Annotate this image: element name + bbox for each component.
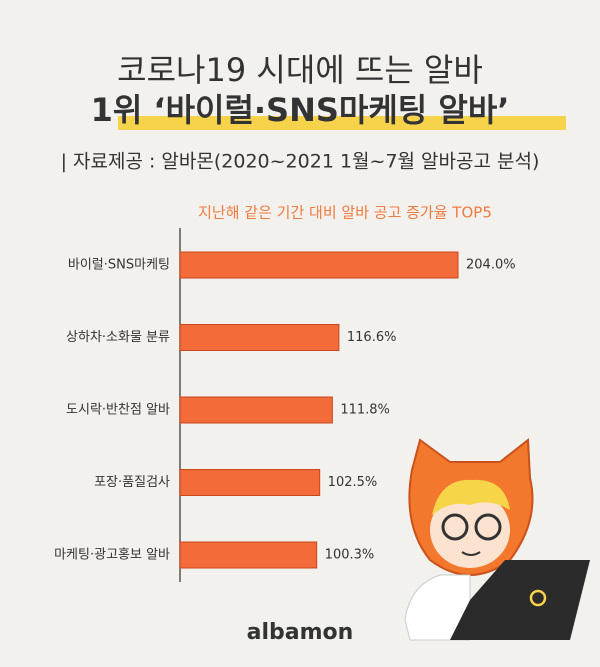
category-label: 바이럴·SNS마케팅 (68, 258, 170, 273)
bar (179, 251, 459, 279)
subtitle: 1위 ‘바이럴·SNS마케팅 알바’ (91, 91, 510, 129)
bar (179, 469, 321, 496)
category-label: 마케팅·광고홍보 알바 (54, 548, 170, 563)
glasses-right (474, 513, 502, 541)
category-label: 포장·품질검사 (94, 475, 170, 490)
highlight (118, 116, 566, 130)
bar (179, 396, 333, 424)
glasses-left (441, 513, 469, 541)
value-label: 204.0% (466, 258, 516, 273)
category-label: 도시락·반찬점 알바 (66, 403, 170, 418)
mascot (404, 438, 590, 641)
laptop-logo (529, 589, 547, 607)
bar (179, 324, 340, 351)
category-label: 상하차·소화물 분류 (66, 330, 170, 345)
mascot-face (430, 492, 510, 568)
source: | 자료제공 : 알바몬(2020~2021 1월~7월 알바공고 분석) (61, 151, 540, 173)
title: 코로나19 시대에 뜨는 알바 (117, 51, 483, 89)
mascot-hair (432, 479, 510, 515)
value-label: 116.6% (347, 330, 397, 345)
brand-logo: albamon (247, 620, 354, 645)
value-label: 111.8% (340, 403, 390, 418)
value-label: 100.3% (325, 548, 375, 563)
laptop (450, 560, 590, 640)
bars: 바이럴·SNS마케팅 204.0% 상하차·소화물 분류 116.6% 도시락·반찬점 … (54, 251, 516, 569)
value-label: 102.5% (328, 475, 378, 490)
bar (179, 541, 318, 569)
mascot-mouth (461, 551, 481, 556)
chart-title: 지난해 같은 기간 대비 알바 공고 증가율 TOP5 (198, 204, 492, 222)
